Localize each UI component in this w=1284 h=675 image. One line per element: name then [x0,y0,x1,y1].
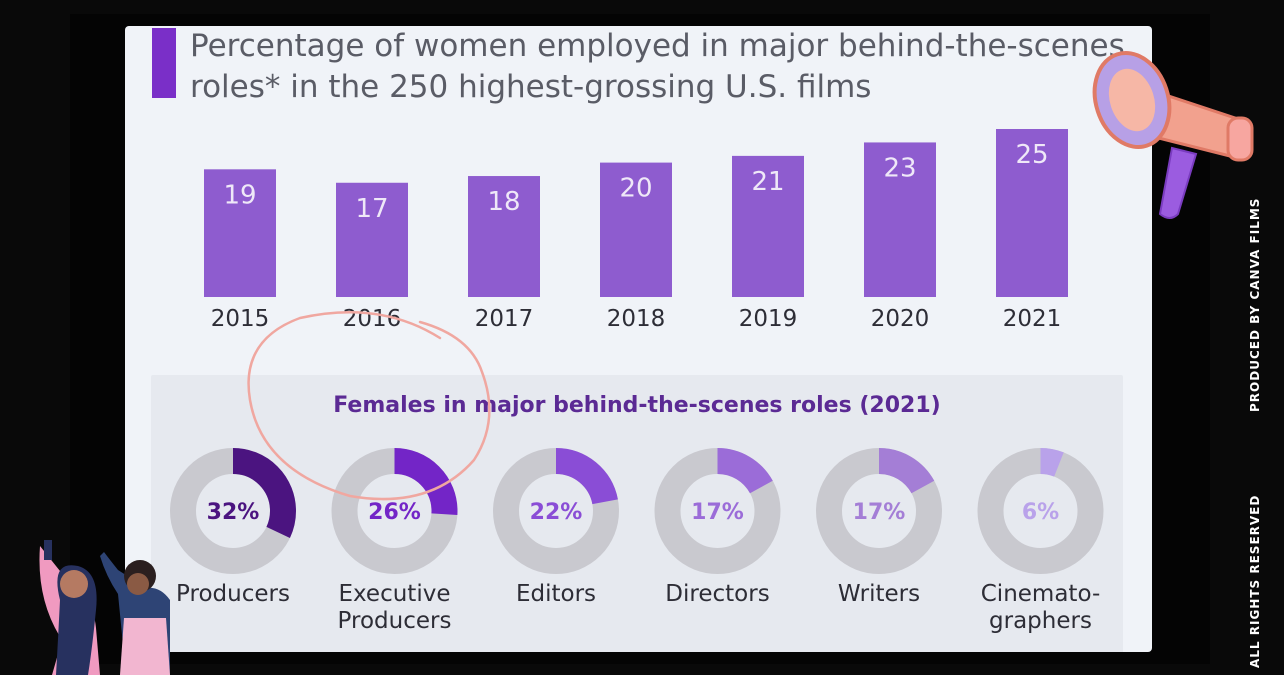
donut-value-label: 32% [207,500,260,525]
donut-segment-5 [977,448,1104,574]
role-label: Directors [643,581,793,608]
rights-text: ALL RIGHTS RESERVED [1248,494,1262,668]
bar-2019 [732,155,804,297]
x-tick-label: 2021 [1003,306,1062,332]
donut-value-label: 6% [1022,500,1059,525]
role-label-line: Directors [665,581,770,607]
role-label-line: Writers [837,581,921,607]
bar-2015 [204,169,276,297]
role-label-line: Cinemato- [980,581,1101,607]
role-label-line: Producers [337,608,452,634]
role-label-line: Producers [176,581,290,607]
x-tick-label: 2020 [871,306,930,332]
bar-2018 [600,162,672,297]
x-tick-label: 2017 [475,306,534,332]
produced-by-text: PRODUCED BY CANVA FILMS [1248,197,1262,412]
bar-value-label: 25 [1015,140,1048,170]
title-accent-bar [152,28,176,98]
role-label: Producers [158,581,308,608]
role-label: Cinemato-graphers [966,581,1116,635]
bar-chart: 19 2015 17 2016 18 2017 20 2018 21 2019 23 2020 25 20… [204,129,1068,332]
donut-value-label: 22% [530,500,583,525]
chart-title: Percentage of women employed in major be… [190,28,1125,105]
x-tick-label: 2018 [607,306,666,332]
role-label-line: Executive [338,581,451,607]
bar-value-label: 17 [355,194,388,224]
bar-2016 [336,182,408,297]
donut-charts: 32% 26% 22% 17% 17% 6% [170,448,1104,574]
donut-value-label: 17% [691,500,744,525]
bar-value-label: 18 [487,187,520,217]
donut-segment-3 [654,448,781,574]
bar-value-label: 19 [223,180,256,210]
donut-segment-0 [170,448,296,574]
x-tick-label: 2015 [211,306,270,332]
role-label: Editors [481,581,631,608]
donut-segment-4 [816,448,942,574]
bar-value-label: 20 [619,174,652,204]
bar-2017 [468,176,540,297]
bar-value-label: 23 [883,153,916,183]
infographic-card: Percentage of women employed in major be… [125,26,1152,652]
donut-value-label: 26% [368,500,421,525]
x-tick-label: 2019 [739,306,798,332]
role-label: Executive Producers [320,581,470,635]
donut-value-label: 17% [853,500,906,525]
donut-segment-2 [493,448,619,574]
role-label-line: graphers [989,608,1092,634]
bar-2021 [996,129,1068,297]
bar-value-label: 21 [751,167,784,197]
role-label: Writers [804,581,954,608]
bar-2020 [864,142,936,297]
role-label-line: Editors [515,581,597,607]
x-tick-label: 2016 [343,306,402,332]
roles-panel: Females in major behind-the-scenes roles… [151,375,1123,652]
